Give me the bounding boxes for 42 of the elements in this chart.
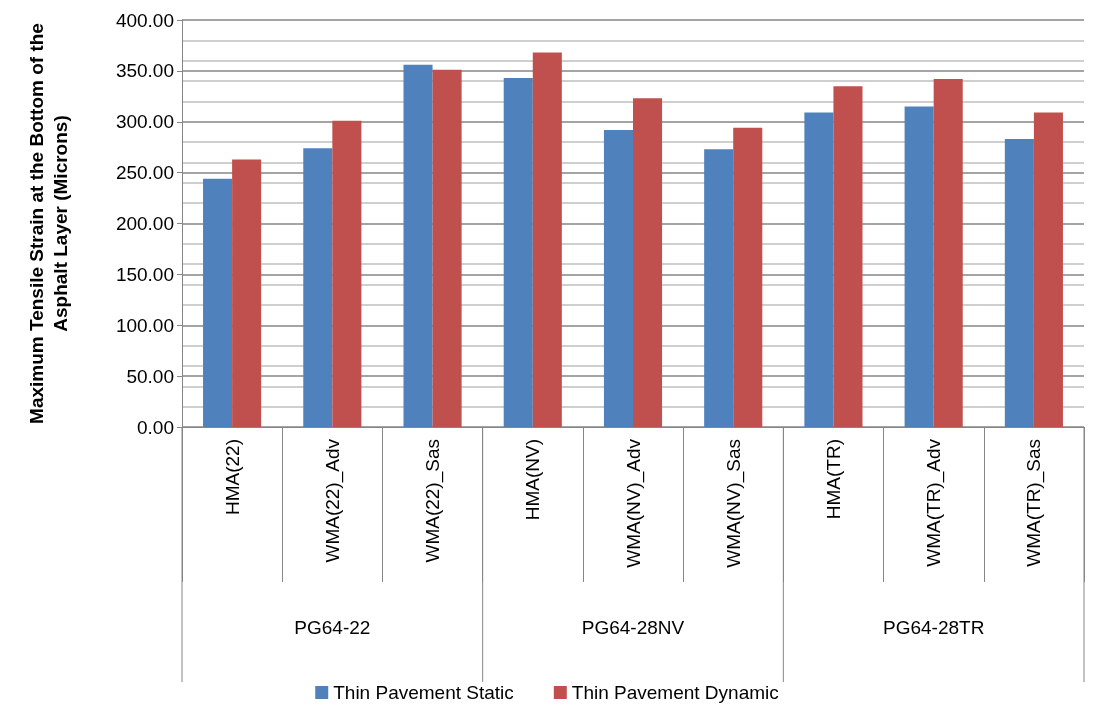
text: PG64-28TR xyxy=(882,616,985,638)
text: PG64-22 xyxy=(294,616,371,638)
text: PG64-28NV xyxy=(581,616,685,638)
bar xyxy=(403,64,433,427)
y-tick-label: 250.00 xyxy=(115,162,174,184)
y-tick-label: 0.00 xyxy=(137,416,174,438)
bar xyxy=(904,106,934,427)
x-tick-label: WMA(22)_Sas xyxy=(422,439,445,563)
bar xyxy=(733,127,763,427)
x-tick-label: HMA(22) xyxy=(221,439,243,516)
bar xyxy=(833,86,863,427)
bar xyxy=(804,112,834,427)
bar xyxy=(603,129,633,427)
bar xyxy=(1004,139,1034,427)
x-tick-label: WMA(TR)_Adv xyxy=(923,438,946,567)
bar xyxy=(432,69,462,427)
bar xyxy=(303,148,333,427)
x-tick-label: HMA(NV) xyxy=(522,439,544,521)
bar xyxy=(203,178,233,427)
y-tick-label: 300.00 xyxy=(115,111,174,133)
y-tick-label: 400.00 xyxy=(115,9,174,31)
bar xyxy=(503,78,533,427)
bar xyxy=(933,79,963,427)
bar xyxy=(232,159,262,427)
y-axis-title: Maximum Tensile Strain at the Bottom of the Asphalt Layer (Microns) xyxy=(25,23,71,424)
legend-label: Thin Pavement Static xyxy=(333,682,514,703)
y-tick-label: 50.00 xyxy=(126,365,174,387)
bar xyxy=(332,120,362,427)
bar xyxy=(633,98,663,427)
legend-label: Thin Pavement Dynamic xyxy=(571,682,779,703)
bar xyxy=(704,149,734,427)
bar xyxy=(1033,112,1063,427)
bar xyxy=(532,52,562,427)
x-tick-label: WMA(22)_Adv xyxy=(321,438,344,563)
x-tick-label: WMA(NV)_Adv xyxy=(622,438,645,568)
y-tick-label: 150.00 xyxy=(115,263,174,285)
y-tick-label: 200.00 xyxy=(115,213,174,234)
y-tick-label: 100.00 xyxy=(115,314,174,336)
x-tick-label: HMA(TR) xyxy=(822,439,844,520)
x-tick-label: WMA(TR)_Sas xyxy=(1023,439,1046,567)
y-tick-label: 350.00 xyxy=(115,60,174,82)
x-tick-label: WMA(NV)_Sas xyxy=(722,439,745,568)
